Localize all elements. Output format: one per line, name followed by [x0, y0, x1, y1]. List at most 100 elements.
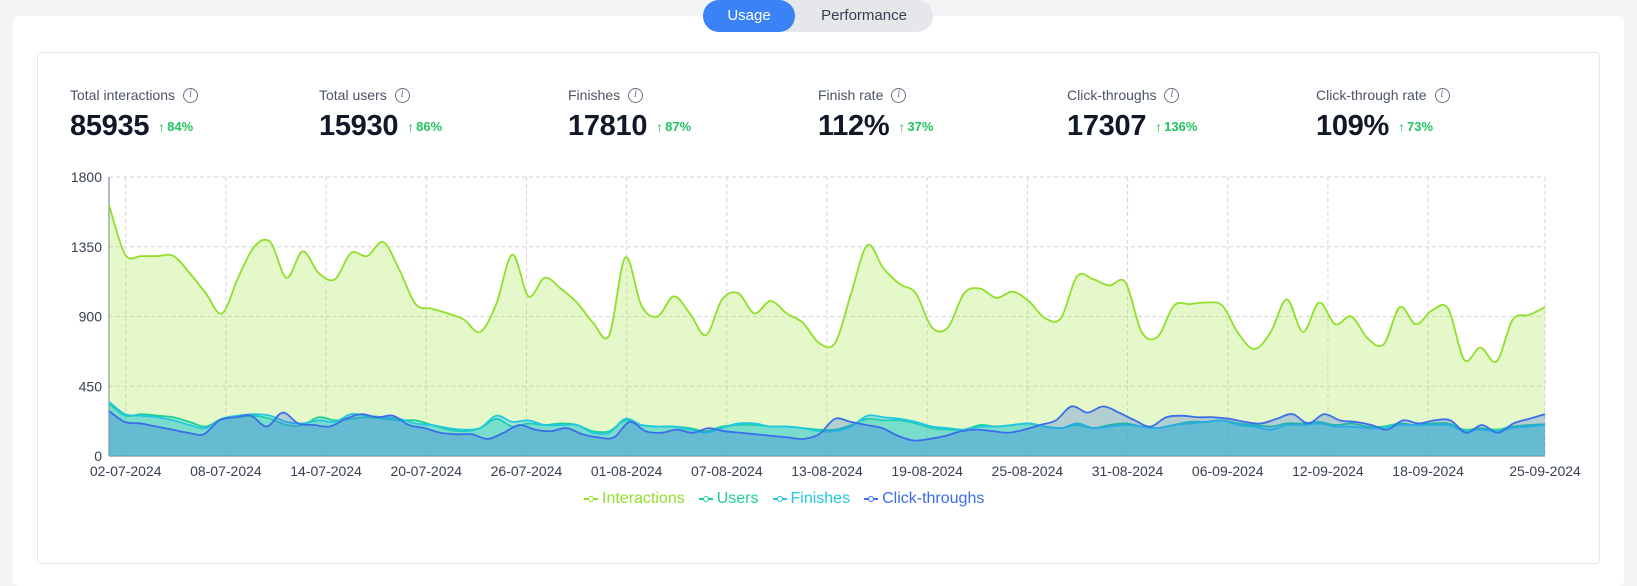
info-icon[interactable]: i: [628, 87, 644, 103]
legend-label: Click-throughs: [882, 490, 985, 507]
info-icon[interactable]: i: [891, 87, 907, 103]
arrow-up-icon: ↑: [1155, 118, 1163, 135]
metric-change-value: 84%: [167, 119, 194, 134]
metric-label-text: Finish rate: [818, 87, 884, 103]
metric-label: Click-throughs i: [1067, 86, 1197, 104]
metric-value: 85935: [70, 110, 150, 142]
metric-label-text: Click-throughs: [1067, 87, 1157, 103]
metric-value: 15930: [319, 110, 399, 142]
usage-chart: 1800 1350 900 450 002-07-2024 08-07-2024 14-07…: [71, 169, 1581, 479]
metric-change: ↑ 136%: [1155, 119, 1197, 135]
metric-total-users: Total users i 15930 ↑ 86%: [319, 86, 442, 143]
metric-value: 112%: [818, 110, 890, 142]
legend-marker-icon: [864, 495, 879, 503]
legend-marker-icon: [698, 495, 713, 503]
metric-row: 85935 ↑ 84%: [70, 110, 198, 143]
metric-label-text: Click-through rate: [1316, 87, 1427, 103]
tab-usage[interactable]: Usage: [703, 0, 795, 32]
tab-performance[interactable]: Performance: [821, 7, 907, 24]
y-tick-label: 1350: [71, 239, 102, 255]
y-tick-label: 450: [79, 378, 103, 394]
metric-change: ↑ 84%: [158, 119, 193, 135]
x-tick-label: 25-09-2024: [1509, 463, 1581, 479]
chart-legend: Interactions Users Finishes Click-throug…: [584, 490, 984, 508]
area-users: [109, 403, 1545, 456]
series-line-interactions: [108, 204, 1546, 364]
view-tabs: Usage Performance: [703, 0, 933, 32]
metric-finishes: Finishes i 17810 ↑ 87%: [568, 86, 691, 143]
info-icon[interactable]: i: [1434, 87, 1450, 103]
metric-label: Finishes i: [568, 86, 691, 104]
metric-change: ↑ 87%: [656, 119, 691, 135]
usage-card: [37, 52, 1600, 564]
legend-item-users[interactable]: Users: [698, 490, 759, 508]
arrow-up-icon: ↑: [407, 118, 415, 135]
metric-change-value: 37%: [907, 119, 934, 134]
legend-marker-icon: [772, 495, 787, 503]
y-tick-label: 0: [94, 448, 102, 464]
metric-total-interactions: Total interactions i 85935 ↑ 84%: [70, 86, 199, 143]
x-tick-label: 07-08-2024: [691, 463, 763, 479]
metric-value: 109%: [1316, 110, 1389, 142]
metric-value: 17810: [568, 110, 648, 142]
series-line-click-throughs: [108, 405, 1546, 442]
metric-row: 17307 ↑ 136%: [1067, 110, 1197, 143]
metric-change: ↑ 37%: [898, 119, 933, 135]
metric-finish-rate: Finish rate i 112% ↑ 37%: [818, 86, 933, 143]
legend-marker-icon: [584, 495, 598, 503]
y-tick-label: 900: [79, 309, 103, 325]
legend-label: Finishes: [790, 490, 851, 507]
arrow-up-icon: ↑: [656, 118, 664, 135]
metric-click-throughs: Click-throughs i 17307 ↑ 136%: [1067, 86, 1197, 143]
x-tick-label: 19-08-2024: [891, 463, 963, 479]
metric-label-text: Finishes: [568, 87, 621, 103]
metric-row: 15930 ↑ 86%: [319, 110, 442, 143]
metric-label: Click-through rate i: [1316, 86, 1450, 104]
metric-label: Total users i: [319, 86, 442, 104]
arrow-up-icon: ↑: [1397, 118, 1405, 135]
legend-item-interactions[interactable]: Interactions: [584, 490, 685, 508]
legend-item-finishes[interactable]: Finishes: [772, 490, 851, 508]
info-icon[interactable]: i: [183, 87, 199, 103]
info-icon[interactable]: i: [394, 87, 410, 103]
metric-change: ↑ 73%: [1398, 119, 1433, 135]
area-interactions: [109, 204, 1545, 456]
x-tick-label: 01-08-2024: [591, 463, 663, 479]
x-tick-label: 08-07-2024: [190, 463, 262, 479]
series-line-finishes: [108, 401, 1546, 436]
metric-label: Total interactions i: [70, 86, 199, 104]
metric-row: 109% ↑ 73%: [1316, 110, 1450, 143]
series-line-users: [108, 402, 1546, 434]
metric-label-text: Total users: [319, 87, 387, 103]
x-tick-label: 13-08-2024: [791, 463, 863, 479]
metric-click-through-rate: Click-through rate i 109% ↑ 73%: [1316, 86, 1450, 143]
metric-label-text: Total interactions: [70, 87, 176, 103]
metric-change-value: 136%: [1164, 119, 1198, 134]
arrow-up-icon: ↑: [898, 118, 906, 135]
x-tick-label: 02-07-2024: [90, 463, 162, 479]
x-tick-label: 25-08-2024: [992, 463, 1064, 479]
metric-value: 17307: [1067, 110, 1147, 142]
x-tick-label: 14-07-2024: [290, 463, 362, 479]
metric-change: ↑ 86%: [407, 119, 442, 135]
area-finishes: [109, 401, 1545, 456]
y-tick-label: 1800: [71, 169, 102, 185]
metric-change-value: 73%: [1406, 119, 1434, 134]
x-tick-label: 31-08-2024: [1092, 463, 1164, 479]
info-icon[interactable]: i: [1164, 87, 1180, 103]
x-tick-label: 20-07-2024: [390, 463, 462, 479]
legend-item-click-throughs[interactable]: Click-throughs: [864, 490, 984, 508]
metric-row: 112% ↑ 37%: [818, 110, 933, 143]
legend-label: Users: [716, 490, 759, 507]
x-tick-label: 12-09-2024: [1292, 463, 1364, 479]
metric-change-value: 87%: [665, 119, 692, 134]
x-tick-label: 06-09-2024: [1192, 463, 1264, 479]
arrow-up-icon: ↑: [158, 118, 166, 135]
area-click-throughs: [109, 406, 1545, 456]
metric-change-value: 86%: [416, 119, 443, 134]
legend-label: Interactions: [602, 490, 685, 507]
metric-row: 17810 ↑ 87%: [568, 110, 691, 143]
metric-label: Finish rate i: [818, 86, 933, 104]
x-tick-label: 26-07-2024: [491, 463, 563, 479]
x-tick-label: 18-09-2024: [1392, 463, 1464, 479]
